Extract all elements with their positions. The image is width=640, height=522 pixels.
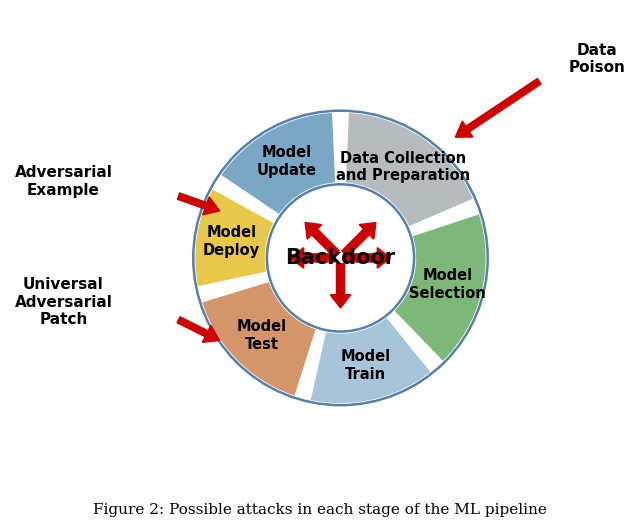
- Text: Universal
Adversarial
Patch: Universal Adversarial Patch: [15, 277, 112, 327]
- FancyArrow shape: [330, 264, 351, 308]
- Text: Backdoor: Backdoor: [285, 248, 396, 268]
- Text: Adversarial
Example: Adversarial Example: [15, 165, 112, 197]
- Text: Model
Selection: Model Selection: [410, 268, 486, 301]
- FancyArrow shape: [291, 247, 335, 268]
- Text: Figure 2: Possible attacks in each stage of the ML pipeline: Figure 2: Possible attacks in each stage…: [93, 503, 547, 517]
- Wedge shape: [308, 315, 433, 405]
- FancyArrow shape: [177, 317, 220, 342]
- Wedge shape: [392, 212, 488, 364]
- Wedge shape: [193, 186, 276, 289]
- Text: Model
Train: Model Train: [340, 349, 391, 382]
- Text: Model
Deploy: Model Deploy: [203, 226, 260, 258]
- Text: Model
Test: Model Test: [237, 319, 287, 352]
- FancyArrow shape: [455, 78, 541, 137]
- Text: Data
Poison: Data Poison: [569, 43, 625, 75]
- Wedge shape: [200, 279, 318, 398]
- Text: Data Collection
and Preparation: Data Collection and Preparation: [336, 151, 470, 183]
- Wedge shape: [218, 111, 337, 217]
- Text: Model
Update: Model Update: [257, 146, 317, 178]
- FancyArrow shape: [305, 222, 339, 257]
- Circle shape: [267, 184, 414, 331]
- FancyArrow shape: [177, 193, 220, 215]
- FancyArrow shape: [346, 247, 390, 268]
- FancyArrow shape: [342, 222, 376, 257]
- Wedge shape: [344, 111, 476, 229]
